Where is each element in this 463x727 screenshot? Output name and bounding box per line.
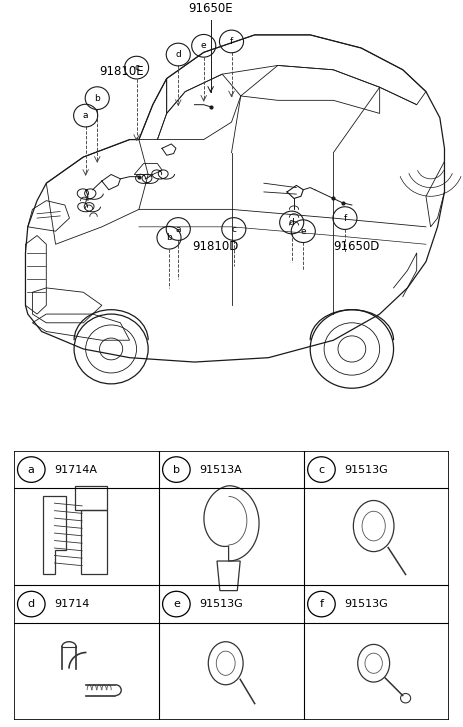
- Text: d: d: [175, 50, 181, 59]
- Text: f: f: [230, 37, 233, 46]
- Text: 91810D: 91810D: [192, 240, 238, 253]
- Text: d: d: [289, 218, 294, 227]
- Text: f: f: [343, 214, 347, 222]
- Text: 91513G: 91513G: [200, 599, 244, 609]
- Text: c: c: [232, 225, 236, 233]
- Text: 91810E: 91810E: [100, 65, 144, 79]
- Text: 91650E: 91650E: [188, 2, 233, 15]
- Text: 91714: 91714: [55, 599, 90, 609]
- Text: b: b: [173, 465, 180, 475]
- Text: 91513G: 91513G: [344, 465, 388, 475]
- Text: b: b: [166, 233, 172, 242]
- Text: 91650D: 91650D: [333, 240, 380, 253]
- Text: 91714A: 91714A: [55, 465, 98, 475]
- Text: e: e: [173, 599, 180, 609]
- Text: a: a: [175, 225, 181, 233]
- Text: f: f: [319, 599, 324, 609]
- Text: 91513G: 91513G: [344, 599, 388, 609]
- Text: c: c: [134, 63, 139, 72]
- Text: b: b: [94, 94, 100, 103]
- Text: a: a: [28, 465, 35, 475]
- Text: e: e: [300, 227, 306, 236]
- Text: c: c: [319, 465, 325, 475]
- Text: e: e: [201, 41, 206, 50]
- Text: d: d: [28, 599, 35, 609]
- Text: a: a: [83, 111, 88, 120]
- Text: 91513A: 91513A: [200, 465, 242, 475]
